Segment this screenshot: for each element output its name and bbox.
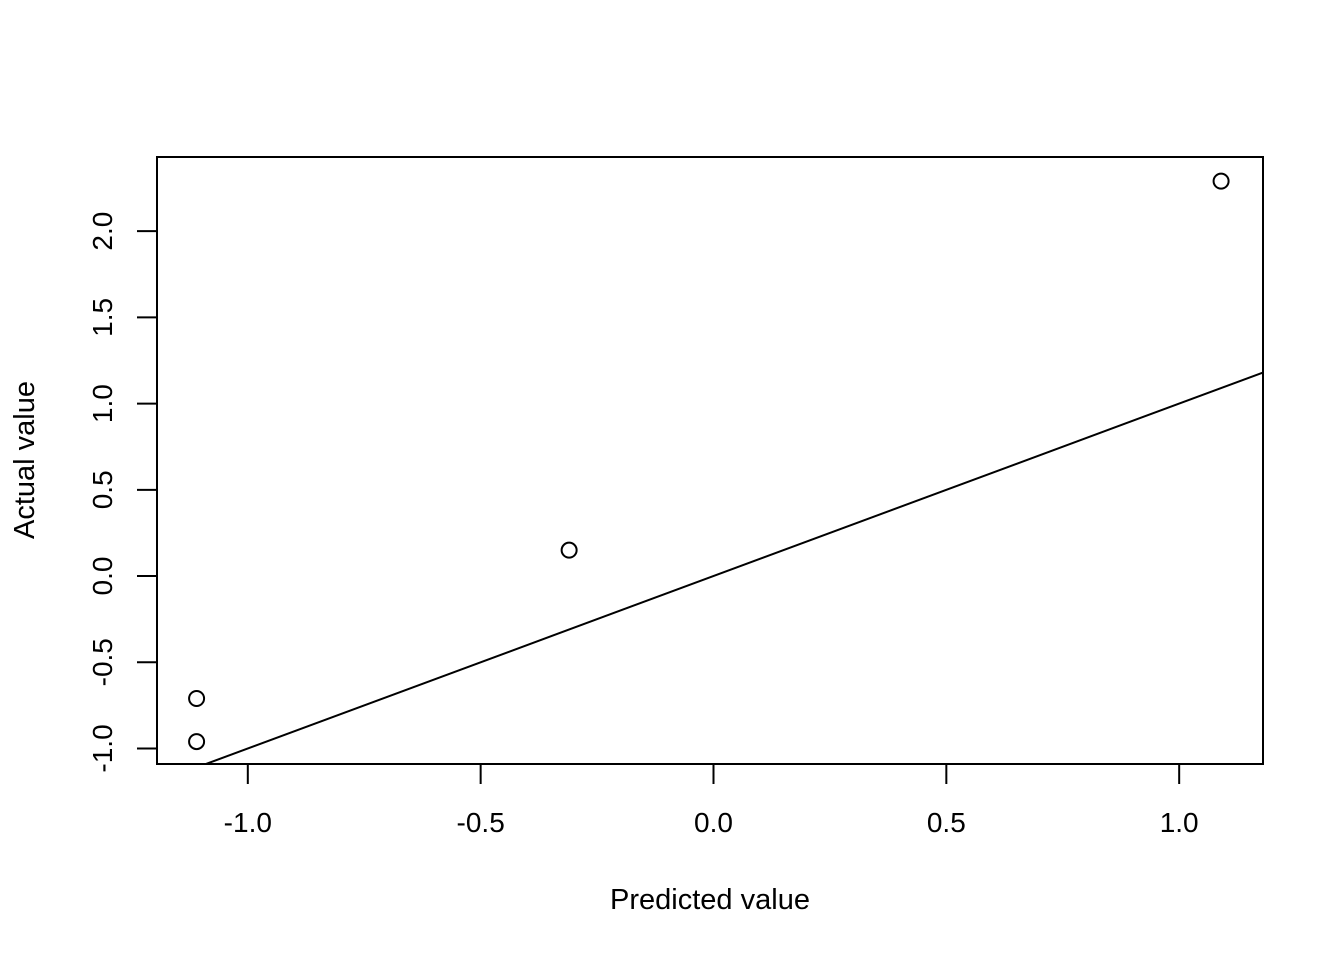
- data-point-3: [560, 541, 578, 559]
- x-tick-label-5: 1.0: [1160, 807, 1199, 838]
- y-tick-label-4: 0.5: [87, 470, 118, 509]
- y-tick-label-3: 0.0: [87, 557, 118, 596]
- y-tick-label-1: -1.0: [87, 724, 118, 772]
- x-tick-label-2: -0.5: [457, 807, 505, 838]
- y-axis: -1.0 -0.5 0.0 0.5 1.0 1.5 2.0: [87, 212, 158, 773]
- x-tick-label-4: 0.5: [927, 807, 966, 838]
- x-tick-label-1: -1.0: [224, 807, 272, 838]
- plot-frame: [156, 156, 1264, 765]
- data-point-1: [188, 689, 206, 707]
- plot-area: [156, 156, 1264, 765]
- data-point-2: [188, 733, 206, 751]
- x-axis: -1.0 -0.5 0.0 0.5 1.0: [224, 763, 1199, 838]
- x-tick-label-3: 0.0: [694, 807, 733, 838]
- data-point-4: [1212, 172, 1230, 190]
- y-tick-label-7: 2.0: [87, 212, 118, 251]
- y-tick-label-6: 1.5: [87, 298, 118, 337]
- y-tick-label-2: -0.5: [87, 638, 118, 686]
- y-tick-label-5: 1.0: [87, 384, 118, 423]
- x-axis-label: Predicted value: [610, 884, 810, 916]
- y-axis-label: Actual value: [9, 381, 41, 539]
- reference-line: [203, 371, 1263, 764]
